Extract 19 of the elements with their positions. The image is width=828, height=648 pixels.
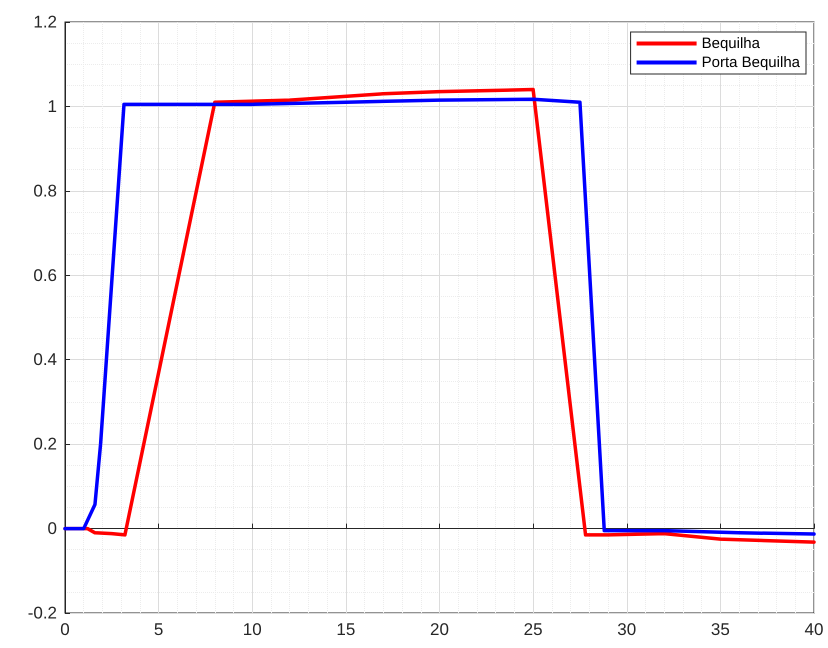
y-tick-label: 1.2	[33, 12, 57, 32]
x-tick-label: 5	[154, 620, 164, 639]
x-tick-label: 40	[804, 620, 824, 639]
legend-label: Bequilha	[702, 35, 761, 52]
y-tick-label: 0.4	[33, 350, 57, 370]
x-tick-label: 10	[242, 620, 262, 639]
x-tick-label: 20	[430, 620, 449, 639]
y-tick-label: 0	[48, 519, 57, 538]
x-tick-label: 15	[336, 620, 356, 639]
legend-label: Porta Bequilha	[702, 54, 801, 71]
x-tick-label: 35	[710, 620, 730, 639]
x-tick-label: 0	[60, 620, 70, 639]
x-tick-label: 30	[617, 620, 636, 639]
y-tick-label: 1	[48, 96, 57, 116]
y-tick-label: 0.2	[33, 434, 57, 454]
y-tick-label: -0.2	[28, 604, 57, 622]
x-tick-label: 25	[524, 620, 543, 639]
y-tick-label: 0.6	[33, 266, 57, 285]
y-tick-label: 0.8	[33, 181, 57, 200]
